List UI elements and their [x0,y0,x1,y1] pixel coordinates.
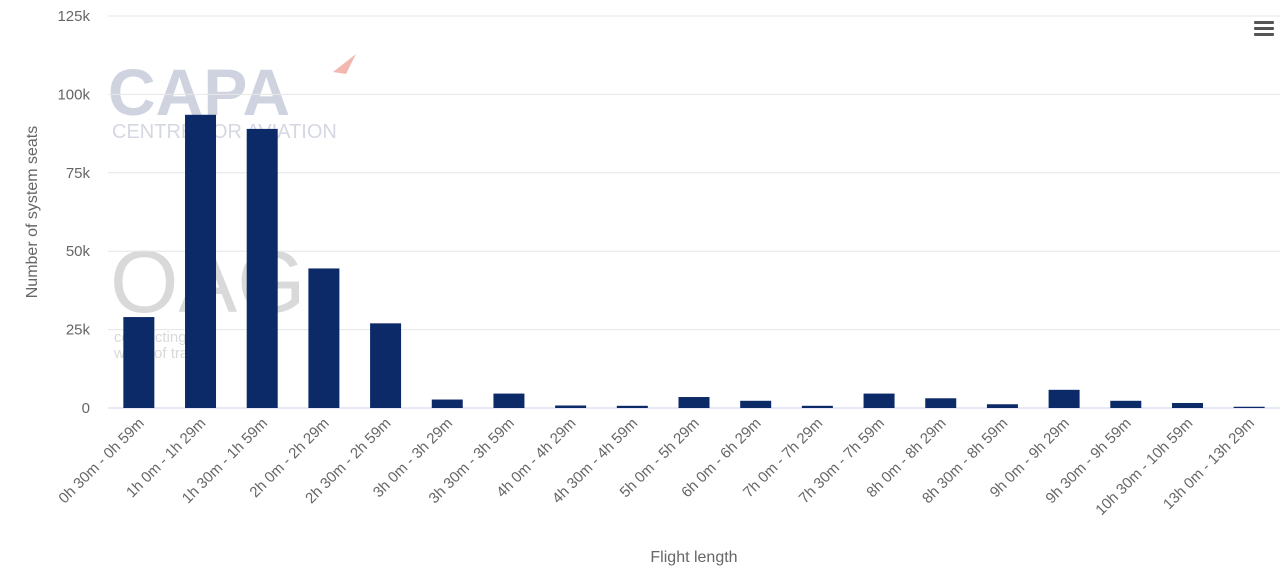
y-axis-ticks: 0 25k 50k 75k 100k 125k [57,8,90,417]
capa-tagline-watermark: CENTRE FOR AVIATION [112,121,337,143]
bar[interactable] [123,317,155,408]
bar[interactable] [925,398,957,408]
bar[interactable] [740,400,772,408]
bar[interactable] [863,393,895,408]
y-tick-label: 25k [66,322,91,339]
x-axis-title: Flight length [650,549,737,566]
bar[interactable] [431,399,463,408]
y-tick-label: 100k [57,86,90,103]
bar[interactable] [986,404,1018,408]
bar[interactable] [1233,406,1265,408]
y-axis-title: Number of system seats [24,126,41,299]
bars [123,114,1265,408]
bar[interactable] [1048,389,1080,408]
y-tick-label: 75k [66,165,91,182]
bar[interactable] [801,405,833,408]
bar[interactable] [185,114,217,408]
bar[interactable] [616,405,648,408]
capa-plane-icon [333,54,356,74]
chart-menu-button[interactable] [1252,18,1276,40]
bar[interactable] [370,323,402,408]
bar[interactable] [246,128,278,408]
bar[interactable] [678,397,710,408]
y-tick-label: 50k [66,243,91,260]
bar[interactable] [308,268,340,408]
y-tick-label: 125k [57,8,90,25]
bar[interactable] [1171,402,1203,408]
y-tick-label: 0 [82,400,90,417]
bar[interactable] [493,393,525,408]
bar[interactable] [1110,400,1142,408]
bar[interactable] [555,405,587,408]
hamburger-menu-icon [1254,21,1274,24]
